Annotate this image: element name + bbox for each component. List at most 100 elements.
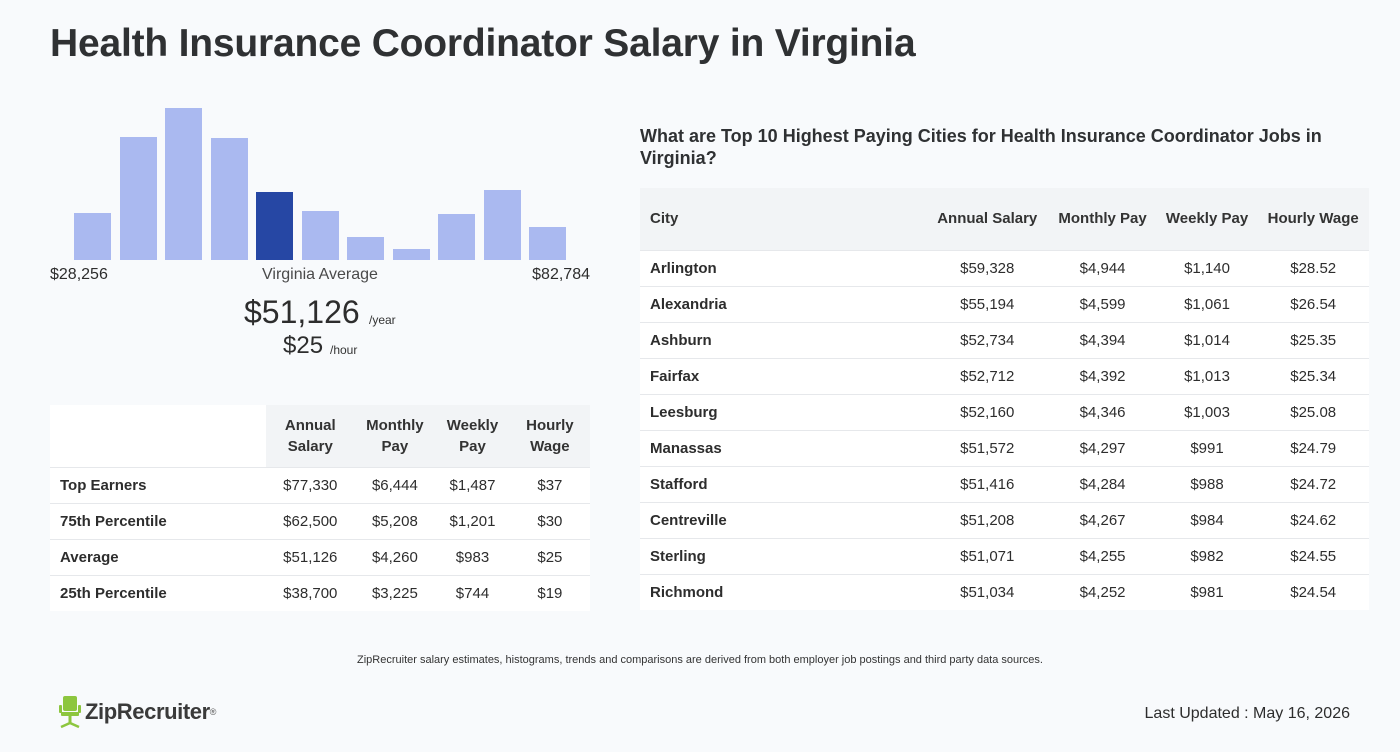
city-row: Manassas $51,572 $4,297 $991 $24.79 <box>640 429 1369 466</box>
percentile-header-monthly: Monthly Pay <box>354 405 436 467</box>
city-row: Sterling $51,071 $4,255 $982 $24.55 <box>640 537 1369 574</box>
city-value: $4,944 <box>1048 249 1157 286</box>
logo-text: ZipRecruiter <box>85 699 210 724</box>
city-value: $4,252 <box>1048 573 1157 610</box>
city-row: Ashburn $52,734 $4,394 $1,014 $25.35 <box>640 321 1369 358</box>
histogram-bar <box>256 192 293 260</box>
city-row: Arlington $59,328 $4,944 $1,140 $28.52 <box>640 249 1369 286</box>
percentile-row: Top Earners $77,330 $6,444 $1,487 $37 <box>50 466 590 503</box>
city-name: Richmond <box>640 573 926 610</box>
percentile-header-blank <box>50 405 266 467</box>
city-value: $51,416 <box>926 465 1049 502</box>
percentile-header-hourly: Hourly Wage <box>509 405 590 467</box>
salary-histogram <box>50 100 590 260</box>
city-name: Centreville <box>640 501 926 538</box>
cities-header-row: City Annual Salary Monthly Pay Weekly Pa… <box>640 188 1369 250</box>
percentile-value: $5,208 <box>354 502 436 539</box>
histogram-bar <box>301 211 339 260</box>
histogram-bar <box>347 237 384 260</box>
annual-unit: /year <box>369 313 396 327</box>
cities-header-city: City <box>640 188 926 250</box>
average-annual-salary: $51,126 <box>244 294 360 330</box>
ziprecruiter-chair-icon <box>59 696 81 729</box>
city-value: $52,160 <box>926 393 1049 430</box>
city-value: $991 <box>1156 429 1258 466</box>
page-title: Health Insurance Coordinator Salary in V… <box>50 22 916 65</box>
percentile-row: 75th Percentile $62,500 $5,208 $1,201 $30 <box>50 502 590 539</box>
city-row: Alexandria $55,194 $4,599 $1,061 $26.54 <box>640 285 1369 322</box>
percentile-value: $37 <box>509 466 590 503</box>
city-name: Ashburn <box>640 321 926 358</box>
average-hourly-wage: $25 <box>283 332 324 359</box>
histogram-min-label: $28,256 <box>50 266 108 283</box>
hourly-unit: /hour <box>330 343 358 357</box>
city-value: $4,599 <box>1048 285 1157 322</box>
city-value: $981 <box>1156 573 1258 610</box>
city-value: $25.08 <box>1257 393 1369 430</box>
percentile-table: Annual Salary Monthly Pay Weekly Pay Hou… <box>50 405 590 611</box>
city-value: $4,346 <box>1048 393 1157 430</box>
histogram-bar <box>438 214 475 260</box>
city-name: Alexandria <box>640 285 926 322</box>
city-value: $1,014 <box>1156 321 1258 358</box>
histogram-bar <box>74 213 111 260</box>
city-value: $4,297 <box>1048 429 1157 466</box>
city-value: $1,140 <box>1156 249 1258 286</box>
disclaimer-text: ZipRecruiter salary estimates, histogram… <box>357 654 1043 666</box>
percentile-header-row: Annual Salary Monthly Pay Weekly Pay Hou… <box>50 405 590 467</box>
histogram-bar <box>392 249 430 260</box>
percentile-label: Top Earners <box>50 466 266 503</box>
cities-heading: What are Top 10 Highest Paying Cities fo… <box>640 126 1322 168</box>
percentile-value: $62,500 <box>266 502 355 539</box>
city-value: $4,284 <box>1048 465 1157 502</box>
percentile-header-annual: Annual Salary <box>266 405 355 467</box>
city-value: $1,013 <box>1156 357 1258 394</box>
percentile-value: $744 <box>435 574 510 611</box>
histogram-bar <box>165 108 202 260</box>
city-name: Leesburg <box>640 393 926 430</box>
percentile-value: $19 <box>509 574 590 611</box>
city-value: $982 <box>1156 537 1258 574</box>
city-value: $25.35 <box>1257 321 1369 358</box>
city-name: Manassas <box>640 429 926 466</box>
city-value: $4,394 <box>1048 321 1157 358</box>
city-value: $4,267 <box>1048 501 1157 538</box>
city-value: $24.79 <box>1257 429 1369 466</box>
histogram-bar <box>210 138 248 260</box>
city-value: $51,034 <box>926 573 1049 610</box>
city-value: $4,392 <box>1048 357 1157 394</box>
percentile-label: 25th Percentile <box>50 574 266 611</box>
registered-mark: ® <box>209 707 217 717</box>
percentile-value: $77,330 <box>266 466 355 503</box>
city-value: $55,194 <box>926 285 1049 322</box>
cities-header-weekly: Weekly Pay <box>1156 188 1258 250</box>
city-name: Stafford <box>640 465 926 502</box>
cities-header-annual: Annual Salary <box>926 188 1049 250</box>
percentile-value: $51,126 <box>266 538 355 575</box>
city-row: Centreville $51,208 $4,267 $984 $24.62 <box>640 501 1369 538</box>
percentile-header-weekly: Weekly Pay <box>435 405 510 467</box>
city-value: $988 <box>1156 465 1258 502</box>
city-value: $52,712 <box>926 357 1049 394</box>
percentile-value: $38,700 <box>266 574 355 611</box>
city-name: Arlington <box>640 249 926 286</box>
percentile-value: $1,201 <box>435 502 510 539</box>
city-name: Sterling <box>640 537 926 574</box>
city-value: $51,572 <box>926 429 1049 466</box>
percentile-row: Average $51,126 $4,260 $983 $25 <box>50 538 590 575</box>
ziprecruiter-logo[interactable]: ZipRecruiter ® <box>58 695 216 729</box>
city-value: $24.55 <box>1257 537 1369 574</box>
histogram-bar <box>119 137 157 260</box>
cities-table: City Annual Salary Monthly Pay Weekly Pa… <box>640 188 1369 610</box>
city-value: $51,208 <box>926 501 1049 538</box>
percentile-row: 25th Percentile $38,700 $3,225 $744 $19 <box>50 574 590 611</box>
percentile-value: $30 <box>509 502 590 539</box>
last-updated: Last Updated : May 16, 2026 <box>1144 705 1350 722</box>
percentile-value: $4,260 <box>354 538 436 575</box>
percentile-value: $25 <box>509 538 590 575</box>
city-value: $25.34 <box>1257 357 1369 394</box>
city-name: Fairfax <box>640 357 926 394</box>
city-row: Leesburg $52,160 $4,346 $1,003 $25.08 <box>640 393 1369 430</box>
histogram-bar <box>483 190 521 260</box>
city-value: $24.54 <box>1257 573 1369 610</box>
